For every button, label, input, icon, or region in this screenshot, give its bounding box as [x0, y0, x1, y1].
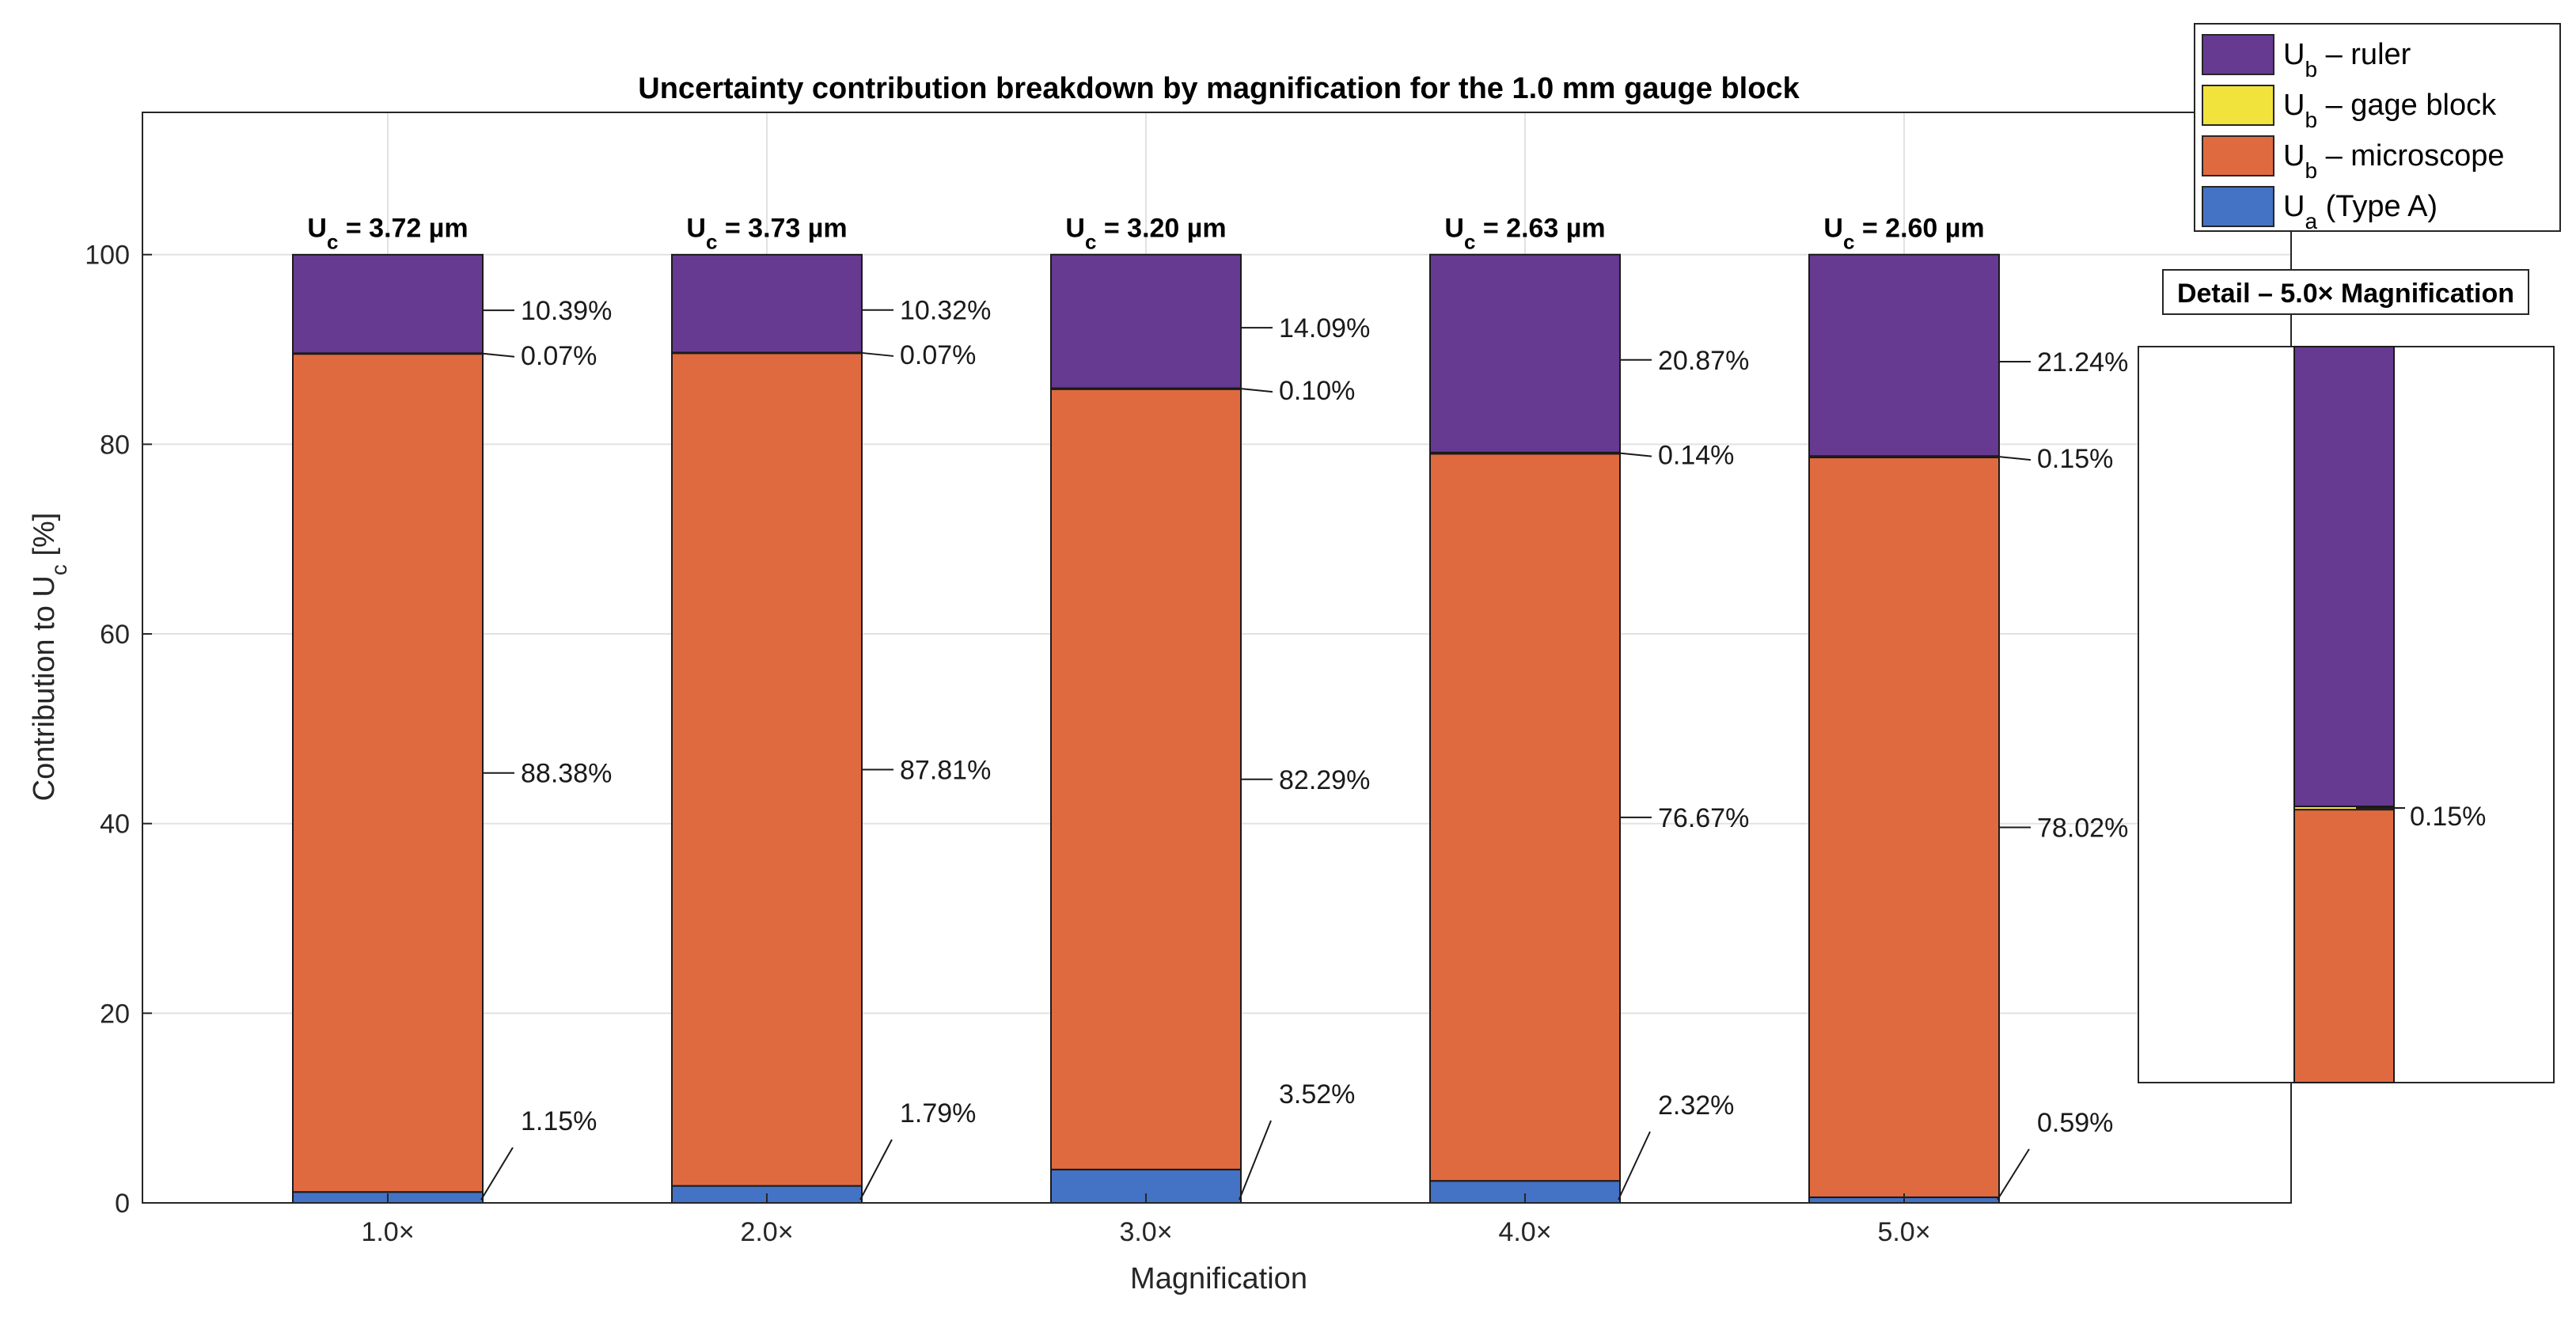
chart-title: Uncertainty contribution breakdown by ma… — [638, 72, 1800, 105]
y-tick-label: 80 — [100, 430, 130, 460]
uc-label: Uc = 2.60 µm — [1823, 214, 1984, 254]
legend-swatch — [2202, 34, 2274, 75]
legend-label: Ub – microscope — [2283, 139, 2505, 183]
x-tick-label: 1.0× — [361, 1217, 414, 1247]
leader-line — [480, 1147, 514, 1201]
label-type-a: 2.32% — [1658, 1091, 1734, 1121]
label-type-a: 1.79% — [900, 1098, 976, 1128]
segment-labels: 1.15% 88.38% 0.07% 10.39% Uc = 3.72 µm 1.79% 8… — [307, 214, 2128, 1201]
x-axis-title: Magnification — [1130, 1262, 1307, 1295]
label-gage-block: 0.14% — [1658, 441, 1734, 471]
label-microscope: 87.81% — [900, 755, 991, 785]
y-axis-title-text: Contribution to Uc [%] — [28, 513, 71, 802]
label-microscope: 82.29% — [1279, 765, 1370, 795]
leader-line — [1997, 1148, 2030, 1201]
inset-detail: Detail – 5.0× Magnification 0.15% — [2138, 269, 2555, 1083]
label-microscope: 78.02% — [2037, 813, 2128, 843]
legend-label: Ub – gage block — [2283, 89, 2497, 132]
inset-title-box — [2162, 269, 2529, 315]
bar-segment-2-5 — [1808, 457, 2000, 1198]
inset-title: Detail – 5.0× Magnification — [2177, 279, 2514, 309]
label-gage-block: 0.07% — [900, 340, 976, 370]
label-type-a: 1.15% — [521, 1106, 597, 1136]
y-tick-label: 0 — [115, 1189, 130, 1219]
legend-swatch — [2202, 135, 2274, 176]
label-gage-block: 0.15% — [2037, 444, 2113, 474]
legend-label: Ua (Type A) — [2283, 190, 2438, 233]
uc-label: Uc = 3.73 µm — [686, 214, 847, 254]
bar-stacks — [292, 253, 2000, 1204]
leader-line — [1240, 388, 1273, 393]
y-tick-label: 100 — [85, 241, 130, 271]
leader-line — [861, 351, 894, 357]
leader-line — [1998, 456, 2032, 461]
leader-line — [482, 352, 515, 358]
legend-swatch — [2202, 186, 2274, 227]
inset-bar-segment-4 — [2293, 346, 2395, 807]
label-ruler: 10.32% — [900, 296, 991, 326]
label-gage-block: 0.10% — [1279, 376, 1355, 406]
leader-line — [1618, 1131, 1651, 1201]
y-axis-title: Contribution to Uc [%] — [28, 513, 71, 802]
bar-segment-2-2 — [671, 352, 863, 1187]
x-tick-label: 3.0× — [1119, 1217, 1172, 1247]
uc-label: Uc = 3.72 µm — [307, 214, 468, 254]
bar-segment-2-3 — [1050, 388, 1242, 1170]
leader-line — [1239, 1120, 1272, 1201]
bar-segment-4-4 — [1429, 253, 1621, 453]
legend-label: Ub – ruler — [2283, 38, 2411, 82]
label-microscope: 76.67% — [1658, 803, 1749, 833]
bar-segment-2-4 — [1429, 453, 1621, 1182]
axes: 1.0× 2.0× 3.0× 4.0× 5.0× 0 20 40 60 80 100 — [85, 112, 2292, 1247]
label-type-a: 0.59% — [2037, 1108, 2113, 1138]
leader-line — [859, 1139, 893, 1201]
x-tick-label: 5.0× — [1877, 1217, 1930, 1247]
label-type-a: 3.52% — [1279, 1079, 1355, 1109]
inset-label: 0.15% — [2410, 802, 2486, 832]
y-tick-label: 40 — [100, 810, 130, 840]
bar-segment-4-1 — [292, 253, 484, 355]
inset-bar-segment-2 — [2293, 809, 2395, 1083]
label-ruler: 21.24% — [2037, 347, 2128, 377]
uc-label: Uc = 2.63 µm — [1444, 214, 1605, 254]
bar-segment-4-3 — [1050, 253, 1242, 389]
label-ruler: 14.09% — [1279, 313, 1370, 343]
y-tick-label: 20 — [100, 999, 130, 1029]
label-gage-block: 0.07% — [521, 341, 597, 371]
legend: Ub – ruler Ub – gage block Ub – microscope… — [2194, 23, 2561, 233]
label-ruler: 10.39% — [521, 296, 612, 326]
leader-line — [1619, 452, 1652, 457]
uc-label: Uc = 3.20 µm — [1065, 214, 1226, 254]
x-tick-label: 2.0× — [740, 1217, 793, 1247]
x-tick-label: 4.0× — [1498, 1217, 1551, 1247]
bar-segment-4-5 — [1808, 253, 2000, 457]
y-tick-label: 60 — [100, 620, 130, 650]
bar-segment-2-1 — [292, 353, 484, 1193]
label-ruler: 20.87% — [1658, 346, 1749, 376]
bar-segment-4-2 — [671, 253, 863, 354]
legend-swatch — [2202, 85, 2274, 126]
label-microscope: 88.38% — [521, 759, 612, 789]
